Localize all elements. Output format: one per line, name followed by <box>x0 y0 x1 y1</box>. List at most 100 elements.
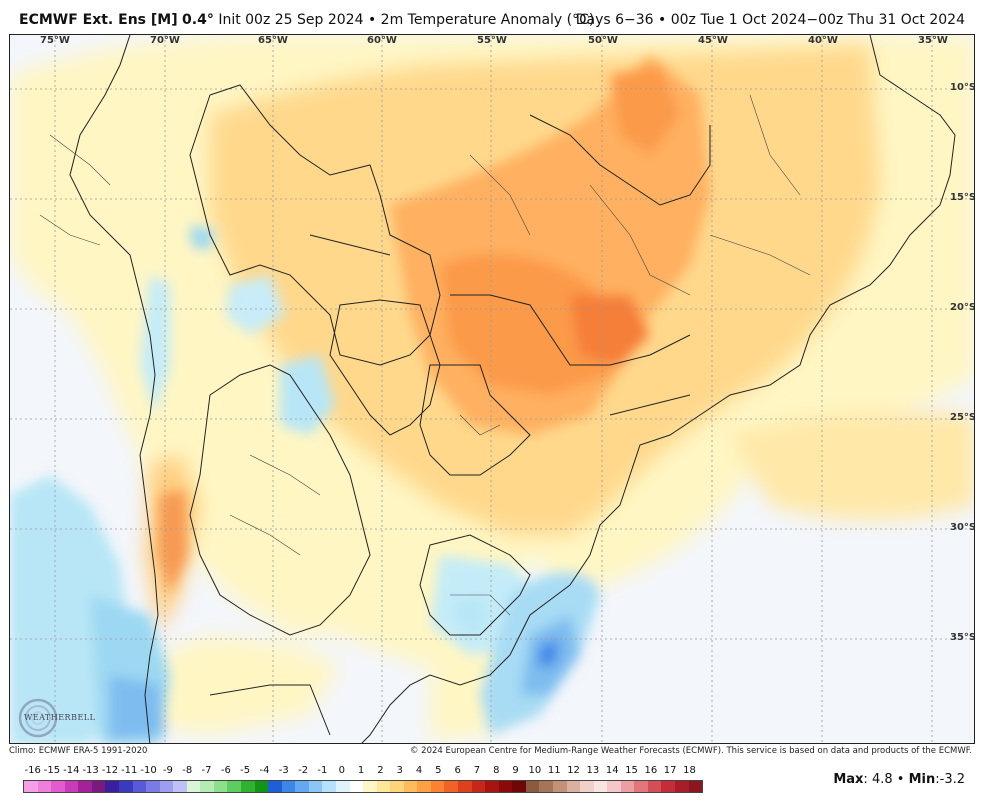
colorbar-swatch <box>173 781 187 792</box>
colorbar-swatch <box>390 781 404 792</box>
colorbar-tick-label: 8 <box>493 765 500 776</box>
min-value: -3.2 <box>939 772 965 787</box>
weatherbell-logo: WEATHERBELL <box>14 696 98 740</box>
colorbar-swatch <box>403 781 418 792</box>
lat-label-10s: 10°S <box>950 82 975 93</box>
colorbar-swatch <box>64 781 79 792</box>
maxmin-separator: • <box>896 772 905 787</box>
colorbar-tick-label: -10 <box>140 765 157 776</box>
max-value: 4.8 <box>871 772 893 787</box>
map-canvas <box>10 35 974 743</box>
min-label: Min <box>908 772 936 787</box>
colorbar-tick-label: 0 <box>338 765 345 776</box>
colorbar-tick-label: -7 <box>201 765 212 776</box>
colorbar-swatch <box>118 781 133 792</box>
colorbar-swatch <box>349 781 364 792</box>
political-boundaries <box>69 35 956 743</box>
colorbar-swatch <box>186 781 201 792</box>
colorbar-tick-label: 17 <box>663 765 677 776</box>
climo-credit: Climo: ECMWF ERA-5 1991-2020 <box>9 746 148 756</box>
colorbar-swatch <box>471 781 486 792</box>
max-label: Max <box>833 772 864 787</box>
colorbar-swatch <box>688 781 703 792</box>
colorbar-swatch <box>376 781 391 792</box>
colorbar-swatch <box>213 781 228 792</box>
state-boundaries <box>39 94 811 616</box>
colorbar-tick-label: -4 <box>259 765 270 776</box>
lat-label-20s: 20°S <box>950 302 975 313</box>
colorbar-swatch <box>634 781 648 792</box>
colorbar-swatch <box>580 781 594 792</box>
valid-period: Days 6−36 • 00z Tue 1 Oct 2024−00z Thu 3… <box>575 12 965 28</box>
title-separator: • <box>367 12 377 28</box>
colorbar-swatch <box>539 781 553 792</box>
colorbar-swatch <box>593 781 608 792</box>
colorbar-swatch <box>37 781 52 792</box>
colorbar-swatch <box>417 781 431 792</box>
colorbar-tick-label: 7 <box>473 765 481 776</box>
logo-text: WEATHERBELL <box>24 713 96 722</box>
colorbar-tick-label: 13 <box>586 765 600 776</box>
colorbar-swatch <box>200 781 214 792</box>
lon-label-45w: 45°W <box>698 35 728 46</box>
lat-label-35s: 35°S <box>950 632 975 643</box>
colorbar-tick-label: 16 <box>644 765 658 776</box>
colorbar-swatch <box>458 781 472 792</box>
colorbar-tick-label: 14 <box>605 765 619 776</box>
colorbar-tick-label: 3 <box>396 765 403 776</box>
lat-label-15s: 15°S <box>950 192 975 203</box>
max-min-readout: Max: 4.8 • Min:-3.2 <box>833 772 965 787</box>
cool-anomaly <box>10 225 600 743</box>
colorbar-swatch <box>308 781 323 792</box>
colorbar-legend: -16 -15 -14 -13 -12 -11 -10 -9 -8 -7 -6 -5 -4 -3 -2 -1 0… <box>23 765 703 795</box>
colorbar-swatch <box>159 781 174 792</box>
colorbar-swatch <box>322 781 336 792</box>
colorbar-tick-label: -3 <box>278 765 289 776</box>
colorbar-swatches <box>23 780 703 793</box>
lon-label-70w: 70°W <box>150 35 180 46</box>
product-name: 2m Temperature Anomaly (°C) <box>380 12 595 28</box>
colorbar-tick-label: 11 <box>547 765 561 776</box>
lon-label-60w: 60°W <box>367 35 397 46</box>
colorbar-swatch <box>254 781 269 792</box>
strong-warm-anomaly <box>158 55 710 595</box>
colorbar-swatch <box>444 781 458 792</box>
lon-label-35w: 35°W <box>918 35 948 46</box>
colorbar-tick-label: 6 <box>454 765 461 776</box>
colorbar-tick-label: 15 <box>625 765 638 776</box>
colorbar-tick-label: -13 <box>82 765 99 776</box>
colorbar-tick-label: -2 <box>298 765 309 776</box>
model-resolution: 0.4° <box>182 12 214 28</box>
anomaly-map: 75°W 70°W 65°W 60°W 55°W 50°W 45°W 40°W … <box>9 34 975 744</box>
lat-label-30s: 30°S <box>950 522 975 533</box>
colorbar-tick-label: -5 <box>240 765 251 776</box>
colorbar-tick-label: -9 <box>162 765 173 776</box>
colorbar-tick-label: 18 <box>683 765 696 776</box>
colorbar-tick-label: 2 <box>377 765 384 776</box>
lon-label-50w: 50°W <box>588 35 618 46</box>
colorbar-swatch <box>512 781 526 792</box>
colorbar-swatch <box>295 781 309 792</box>
colorbar-swatch <box>78 781 92 792</box>
colorbar-swatch <box>430 781 445 792</box>
colorbar-tick-label: -12 <box>101 765 119 776</box>
colorbar-swatch <box>363 781 377 792</box>
colorbar-swatch <box>132 781 147 792</box>
colorbar-swatch <box>268 781 282 792</box>
colorbar-tick-label: -11 <box>121 765 138 776</box>
colorbar-swatch <box>498 781 513 792</box>
colorbar-swatch <box>281 781 296 792</box>
colorbar-tick-label: 4 <box>415 765 423 776</box>
colorbar-tick-label: -6 <box>220 765 231 776</box>
colorbar-swatch <box>552 781 567 792</box>
colorbar-tick-label: -16 <box>24 765 41 776</box>
colorbar-swatch <box>620 781 635 792</box>
colorbar-labels: -16 -15 -14 -13 -12 -11 -10 -9 -8 -7 -6 -5 -4 -3 -2 -1 0… <box>23 765 703 779</box>
colorbar-swatch <box>607 781 621 792</box>
colorbar-swatch <box>24 781 38 792</box>
model-name: ECMWF Ext. Ens [M] <box>19 12 178 28</box>
map-title: ECMWF Ext. Ens [M] 0.4° Init 00z 25 Sep … <box>19 12 594 28</box>
colorbar-tick-label: -8 <box>182 765 193 776</box>
colorbar-swatch <box>105 781 119 792</box>
colorbar-swatch <box>91 781 106 792</box>
